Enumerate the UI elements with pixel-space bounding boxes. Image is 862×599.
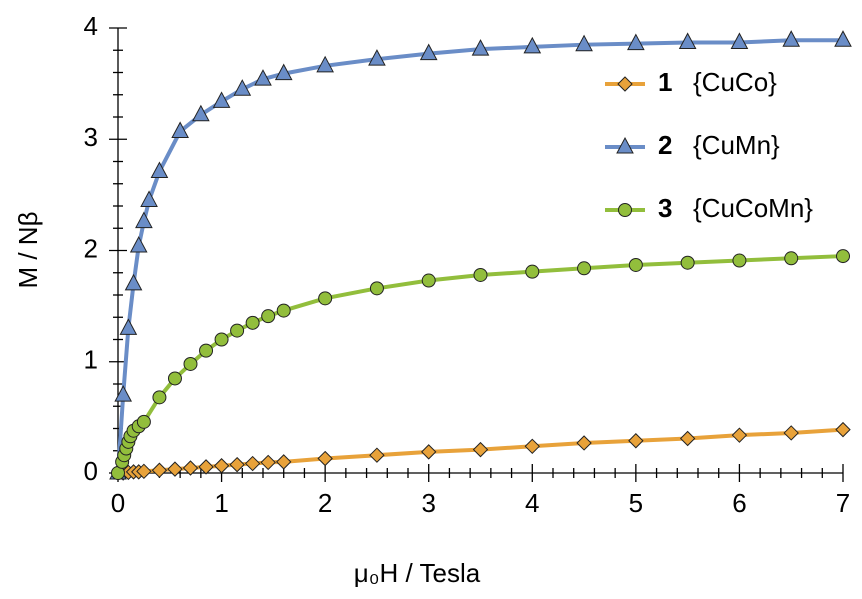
data-point xyxy=(152,390,167,405)
data-point xyxy=(835,421,851,438)
data-point xyxy=(678,32,697,49)
data-point xyxy=(245,315,260,330)
data-point xyxy=(260,454,276,471)
x-axis-label: μ₀H / Tesla xyxy=(354,558,481,588)
data-point xyxy=(525,264,540,279)
data-point xyxy=(627,33,645,51)
data-point xyxy=(136,414,151,429)
y-tick-label: 2 xyxy=(84,233,98,263)
data-point xyxy=(421,444,437,460)
data-point xyxy=(316,55,334,73)
y-axis-label: M / Nβ xyxy=(13,211,43,288)
data-point xyxy=(523,36,542,54)
data-point xyxy=(124,273,143,291)
data-point xyxy=(628,257,643,272)
data-point xyxy=(136,463,152,480)
data-point xyxy=(369,281,384,296)
data-point xyxy=(524,438,540,455)
data-point xyxy=(784,251,799,266)
data-point xyxy=(576,435,592,451)
data-point xyxy=(199,343,214,358)
data-point xyxy=(140,190,158,207)
data-point xyxy=(730,32,749,49)
legend-number: 3 xyxy=(658,193,672,223)
data-point xyxy=(276,454,292,470)
data-point xyxy=(732,253,747,268)
data-point xyxy=(680,255,695,270)
data-point xyxy=(198,459,214,475)
data-point xyxy=(167,371,182,386)
data-point xyxy=(119,318,138,335)
data-point xyxy=(276,303,291,318)
data-point xyxy=(618,203,632,217)
data-point xyxy=(471,39,490,56)
data-point xyxy=(213,458,230,474)
y-tick-label: 3 xyxy=(84,122,98,152)
data-point xyxy=(419,43,438,61)
data-point xyxy=(254,69,272,86)
data-point xyxy=(192,104,210,122)
data-point xyxy=(782,30,801,47)
data-point xyxy=(318,291,333,306)
data-point xyxy=(114,385,133,402)
data-point xyxy=(261,309,276,324)
legend-number: 2 xyxy=(658,130,672,160)
data-point xyxy=(274,63,293,81)
legend-label: {CuCoMn} xyxy=(693,193,813,223)
legend-label: {CuMn} xyxy=(693,130,780,160)
data-point xyxy=(212,91,231,108)
x-tick-label: 1 xyxy=(214,488,228,518)
data-point xyxy=(617,76,633,92)
x-tick-label: 3 xyxy=(421,488,435,518)
data-point xyxy=(783,425,799,441)
data-point xyxy=(233,79,252,96)
data-point xyxy=(230,323,245,338)
data-point xyxy=(182,460,199,476)
data-point xyxy=(229,456,245,473)
data-point xyxy=(421,273,436,288)
data-point xyxy=(171,121,189,138)
data-point xyxy=(628,433,644,449)
data-point xyxy=(151,462,168,478)
data-point xyxy=(317,450,333,467)
data-point xyxy=(616,136,634,154)
data-point xyxy=(834,30,852,47)
data-point xyxy=(167,461,183,477)
x-tick-label: 7 xyxy=(836,488,850,518)
y-tick-label: 4 xyxy=(84,11,98,41)
data-point xyxy=(129,235,148,253)
x-tick-label: 0 xyxy=(111,488,125,518)
x-tick-label: 6 xyxy=(732,488,746,518)
data-point xyxy=(369,447,385,463)
data-point xyxy=(183,356,198,371)
data-point xyxy=(731,427,748,443)
y-tick-label: 1 xyxy=(84,345,98,375)
data-point xyxy=(244,455,261,472)
x-tick-label: 2 xyxy=(318,488,332,518)
legend-number: 1 xyxy=(658,67,672,97)
data-point xyxy=(214,332,229,347)
data-point xyxy=(577,261,592,276)
data-point xyxy=(368,49,386,66)
data-point xyxy=(575,34,593,52)
data-point xyxy=(472,441,489,458)
data-point xyxy=(135,211,153,229)
data-point xyxy=(150,161,169,179)
legend-label: {CuCo} xyxy=(693,67,777,97)
data-point xyxy=(679,430,696,447)
data-point xyxy=(836,249,850,264)
series-line xyxy=(116,254,844,474)
y-tick-label: 0 xyxy=(84,456,98,486)
x-tick-label: 4 xyxy=(525,488,539,518)
x-tick-label: 5 xyxy=(629,488,643,518)
data-point xyxy=(473,267,488,282)
